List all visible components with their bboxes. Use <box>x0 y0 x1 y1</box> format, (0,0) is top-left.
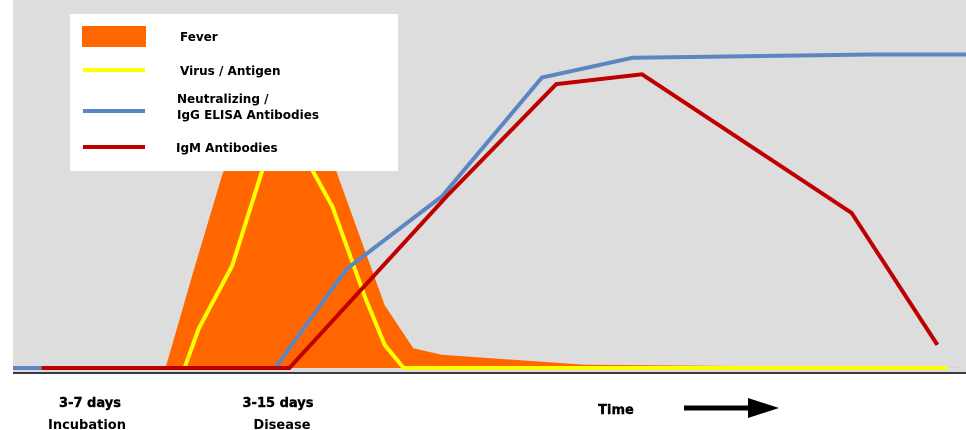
legend-label-igm: IgM Antibodies <box>176 141 278 155</box>
series-neutralizing-igg-elisa-antibodies <box>13 52 966 370</box>
legend-label-neutralizing-igg: Neutralizing / IgG ELISA Antibodies <box>177 92 319 122</box>
legend-label-virus-antigen: Virus / Antigen <box>180 64 280 78</box>
x-annotation-incubation: Incubation <box>48 418 126 430</box>
legend: Fever Virus / Antigen Neutralizing / IgG… <box>70 14 398 171</box>
x-axis-label-time: Time <box>598 403 634 418</box>
x-annotation-incubation-days: 3-7 days <box>59 396 121 411</box>
time-arrow-icon <box>684 398 779 418</box>
legend-label-neutralizing-igg-line-1: Neutralizing / <box>177 92 269 106</box>
x-annotation-disease: Disease <box>253 418 310 430</box>
series-igm-antibodies <box>41 72 940 370</box>
legend-swatch-fever <box>82 26 146 47</box>
legend-label-fever: Fever <box>180 30 218 44</box>
legend-label-neutralizing-igg-line-2: IgG ELISA Antibodies <box>177 108 319 122</box>
x-annotation-disease-days: 3-15 days <box>243 396 314 411</box>
